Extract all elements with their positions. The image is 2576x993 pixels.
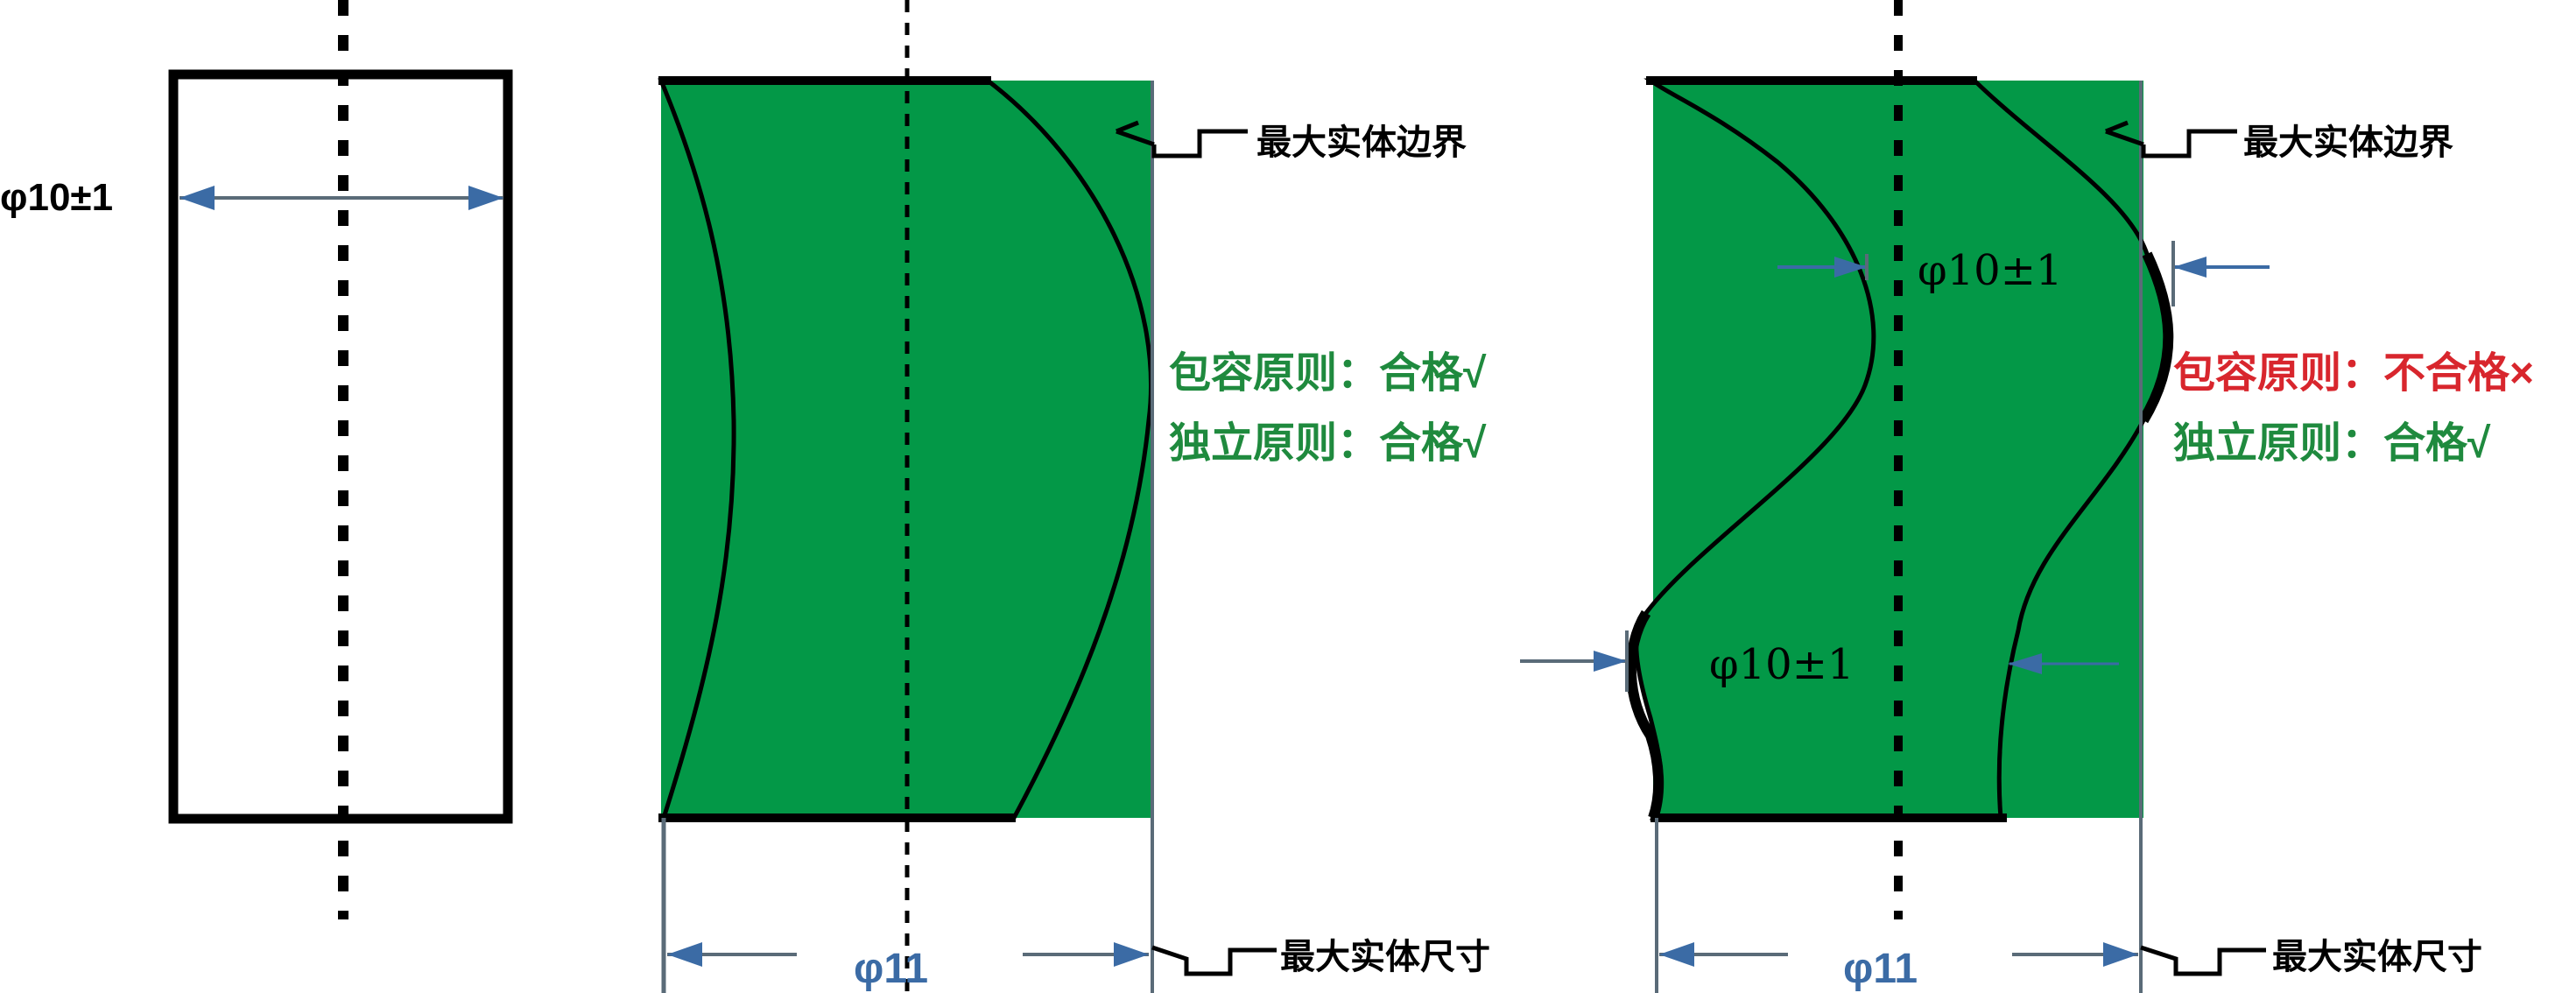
label-independent-principle-2: 独立原则：合格√ xyxy=(1169,420,1487,467)
local-size-arrow-upper-right-3 xyxy=(2173,257,2206,278)
dim-arrow-right-3 xyxy=(2103,942,2138,967)
panel-3-wavy-part: φ11 φ10±1 φ10±1 最大实体边界 包容原则：不合格× 独立原则：合格… xyxy=(1520,0,2534,993)
label-max-entity-size-2: 最大实体尺寸 xyxy=(1280,938,1490,976)
dim-arrow-left-2 xyxy=(667,942,702,967)
dimension-label-3: φ11 xyxy=(1843,946,1918,992)
label-max-entity-boundary-2: 最大实体边界 xyxy=(1256,123,1467,162)
leader-max-entity-size-3 xyxy=(2140,945,2266,976)
local-size-upper-3: φ10±1 xyxy=(1918,246,2062,295)
dimension-label-1: φ10±1 xyxy=(0,176,113,219)
dim-arrow-left-1 xyxy=(179,186,215,210)
bulge-outline-lower-3 xyxy=(1625,609,1665,820)
panel-1-nominal-part: φ10±1 xyxy=(0,0,513,919)
leader-max-entity-size-2 xyxy=(1151,945,1277,976)
dim-arrow-right-1 xyxy=(468,186,503,210)
label-max-entity-size-3: 最大实体尺寸 xyxy=(2272,938,2482,976)
bulge-outline-upper-3 xyxy=(2138,251,2174,424)
local-size-arrow-lower-left-3 xyxy=(1594,651,1627,672)
leader-max-entity-boundary-3 xyxy=(2105,120,2237,158)
leader-max-entity-boundary-2 xyxy=(1116,120,1248,158)
dim-arrow-right-2 xyxy=(1114,942,1149,967)
label-envelope-principle-3: 包容原则：不合格× xyxy=(2173,350,2534,397)
local-size-lower-3: φ10±1 xyxy=(1709,640,1854,689)
panel-2-barrel-part: φ11 最大实体边界 包容原则：合格√ 独立原则：合格√ 最大实体尺寸 xyxy=(658,0,1490,993)
label-max-entity-boundary-3: 最大实体边界 xyxy=(2243,123,2453,162)
label-envelope-principle-2: 包容原则：合格√ xyxy=(1169,350,1487,397)
dim-arrow-left-3 xyxy=(1659,942,1694,967)
part-outline-1 xyxy=(168,69,513,824)
label-independent-principle-3: 独立原则：合格√ xyxy=(2173,420,2491,467)
dimension-label-2: φ11 xyxy=(854,946,928,992)
local-size-arrow-upper-left-3 xyxy=(1834,257,1867,278)
local-size-arrow-lower-right-3 xyxy=(2008,653,2042,674)
